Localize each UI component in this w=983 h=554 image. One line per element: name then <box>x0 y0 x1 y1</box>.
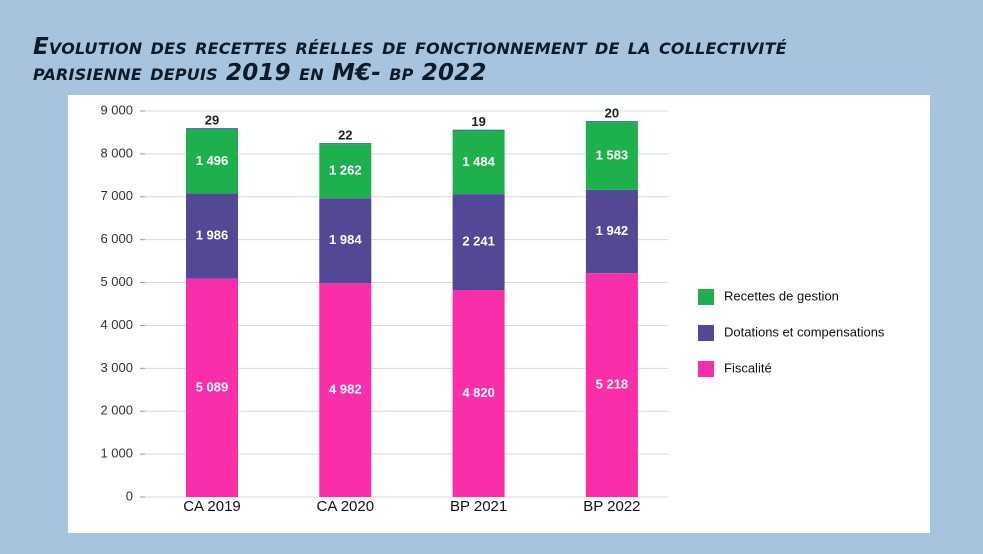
bar-segment <box>585 122 638 190</box>
legend-label: Recettes de gestion <box>724 288 839 303</box>
legend-swatch <box>698 289 714 305</box>
data-label: 29 <box>205 113 219 128</box>
data-label: 4 820 <box>462 385 495 400</box>
y-tick-label: 4 000 <box>100 317 133 332</box>
x-tick-label: BP 2022 <box>583 498 640 515</box>
bar-segment <box>585 189 638 274</box>
y-tick-label: 1 000 <box>100 446 133 461</box>
y-tick-label: 0 <box>126 488 133 503</box>
data-label: 22 <box>338 128 352 143</box>
bar-segment <box>452 129 505 131</box>
bar-segment <box>452 194 505 291</box>
bar-segment <box>186 129 238 194</box>
bar-segment <box>585 273 638 497</box>
title-line: Evolution des recettes réelles de foncti… <box>33 34 787 60</box>
data-label: 1 583 <box>596 147 629 162</box>
data-label: 5 218 <box>596 377 629 392</box>
y-tick-label: 3 000 <box>100 360 133 375</box>
bar-segment <box>585 121 638 123</box>
legend-label: Fiscalité <box>724 360 772 375</box>
bar-segment <box>319 283 372 497</box>
legend-swatch <box>698 325 714 341</box>
y-tick-label: 6 000 <box>100 231 133 246</box>
bar-segment <box>186 278 238 497</box>
data-label: 1 942 <box>596 223 629 238</box>
data-label: 1 484 <box>462 154 495 169</box>
legend-swatch <box>698 361 714 377</box>
y-tick-label: 7 000 <box>100 188 133 203</box>
y-tick-label: 8 000 <box>100 145 133 160</box>
data-label: 1 496 <box>196 153 229 168</box>
data-label: 20 <box>605 106 619 121</box>
bar-segment <box>186 128 238 130</box>
data-label: 2 241 <box>462 234 495 249</box>
data-label: 5 089 <box>196 379 229 394</box>
data-label: 4 982 <box>329 382 362 397</box>
x-tick-label: CA 2019 <box>183 498 241 515</box>
legend-label: Dotations et compensations <box>724 324 885 339</box>
bar-segment <box>319 143 372 145</box>
data-label: 1 262 <box>329 163 362 178</box>
x-tick-label: CA 2020 <box>317 498 375 515</box>
data-label: 19 <box>471 114 485 129</box>
title-line: parisienne depuis 2019 en M€- bp 2022 <box>33 60 487 86</box>
y-tick-label: 2 000 <box>100 403 133 418</box>
bar-segment <box>319 198 372 284</box>
bar-segment <box>452 130 505 195</box>
data-label: 1 986 <box>196 228 229 243</box>
y-tick-label: 9 000 <box>100 102 133 117</box>
bar-segment <box>319 144 372 199</box>
bar-segment <box>186 193 238 279</box>
y-tick-label: 5 000 <box>100 274 133 289</box>
x-tick-label: BP 2021 <box>450 498 507 515</box>
bar-segment <box>452 290 505 497</box>
data-label: 1 984 <box>329 232 362 247</box>
